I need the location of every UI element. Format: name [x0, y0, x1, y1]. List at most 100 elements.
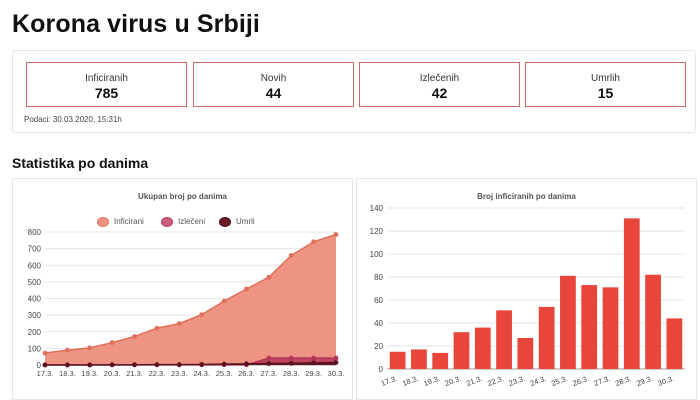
y-tick-label: 600 — [28, 261, 42, 270]
stat-value: 42 — [431, 85, 448, 101]
series-deaths-point — [87, 362, 93, 368]
x-tick-label: 22.3. — [149, 369, 166, 378]
series-deaths-point — [333, 360, 339, 365]
series-infected-point — [132, 334, 137, 339]
series-deaths-point — [221, 361, 227, 367]
legend-label: Umrli — [236, 217, 255, 226]
x-tick-label: 29.3. — [305, 369, 322, 378]
x-tick-label: 28.3. — [614, 374, 633, 388]
cumulative-chart-panel: Ukupan broj po danima Inficirani Izlečen… — [12, 178, 353, 400]
stat-box-new: Novih 44 — [193, 62, 354, 107]
stat-label: Izlečenih — [419, 73, 460, 84]
legend-swatch-recovered — [161, 217, 173, 227]
x-tick-label: 30.3. — [328, 369, 345, 378]
series-infected-area — [45, 234, 336, 365]
series-deaths-point — [176, 362, 182, 368]
series-infected-point — [221, 298, 227, 304]
legend-label: Inficirani — [114, 217, 144, 226]
y-tick-label: 20 — [374, 342, 383, 351]
series-infected-point — [333, 232, 339, 237]
series-infected-point — [87, 345, 93, 351]
series-deaths-point — [64, 362, 70, 368]
daily-chart-panel: Broj inficiranih po danima 0 20 40 60 80 100 1… — [356, 178, 697, 400]
bar — [602, 287, 619, 369]
series-infected-point — [244, 286, 249, 292]
bar — [389, 351, 406, 369]
daily-chart-title: Broj inficiranih po danima — [477, 192, 576, 201]
series-infected-point — [154, 325, 160, 331]
legend-label: Izlečeni — [178, 217, 206, 226]
x-tick-label: 17.3. — [37, 369, 54, 378]
series-deaths-point — [244, 361, 249, 367]
series-deaths-area — [45, 362, 336, 365]
bar — [645, 274, 661, 369]
x-tick-label: 24.3. — [529, 374, 548, 388]
cumulative-area-chart: 0 100 200 300 400 500 600 700 800 17.3. 18.3. 19.3.… — [28, 228, 345, 378]
series-deaths-point — [42, 362, 48, 368]
y-tick-label: 80 — [374, 273, 383, 282]
y-tick-label: 700 — [28, 245, 42, 254]
stat-label: Umrlih — [591, 73, 620, 84]
series-recovered-point — [288, 355, 294, 361]
x-tick-label: 19.3. — [422, 374, 441, 388]
series-deaths-point — [311, 360, 317, 366]
bar — [474, 327, 491, 369]
stats-panel: Inficiranih 785 Novih 44 Izlečenih 42 Um… — [12, 50, 696, 133]
series-deaths-point — [154, 362, 160, 368]
stat-box-infected: Inficiranih 785 — [26, 62, 187, 107]
section-title: Statistika po danima — [12, 155, 149, 171]
series-infected-point — [266, 274, 272, 280]
bar — [496, 310, 512, 369]
y-tick-label: 120 — [370, 227, 384, 236]
y-tick-label: 100 — [28, 344, 42, 353]
legend-swatch-deaths — [219, 217, 231, 227]
y-tick-label: 200 — [28, 328, 42, 337]
y-tick-label: 800 — [28, 228, 42, 237]
bar — [411, 349, 427, 369]
x-tick-label: 26.3. — [238, 369, 255, 378]
bar — [560, 275, 576, 369]
legend-swatch-infected — [97, 217, 109, 227]
x-tick-label: 24.3. — [193, 369, 210, 378]
series-infected-point — [109, 340, 115, 345]
stat-box-deaths: Umrlih 15 — [525, 62, 686, 107]
x-tick-label: 23.3. — [508, 374, 527, 388]
x-tick-label: 27.3. — [593, 374, 612, 388]
x-tick-label: 19.3. — [81, 369, 98, 378]
series-deaths-line — [45, 361, 337, 366]
x-tick-label: 21.3. — [126, 369, 143, 378]
y-tick-label: 60 — [374, 296, 383, 305]
bar — [432, 352, 449, 369]
series-infected-point — [64, 347, 70, 353]
daily-bar-chart: 0 20 40 60 80 100 120 140 17.3. 18.3. 19.3. 20.3. 21… — [370, 204, 685, 388]
cumulative-chart-title: Ukupan broj po danima — [138, 192, 227, 201]
x-tick-label: 18.3. — [401, 374, 420, 388]
y-tick-label: 400 — [28, 295, 42, 304]
x-tick-label: 21.3. — [465, 374, 484, 388]
series-deaths-point — [109, 362, 115, 368]
series-infected-point — [176, 321, 182, 327]
stat-box-recovered: Izlečenih 42 — [359, 62, 520, 107]
series-infected-line — [44, 233, 337, 354]
series-recovered-point — [333, 355, 339, 361]
y-tick-label: 0 — [379, 365, 384, 374]
updated-timestamp: Podaci: 30.03.2020, 15:31h — [24, 115, 122, 124]
stat-label: Novih — [260, 73, 287, 84]
series-deaths-point — [266, 361, 272, 366]
y-tick-label: 300 — [28, 311, 42, 320]
x-tick-label: 25.3. — [550, 374, 569, 388]
bar — [538, 306, 555, 369]
series-recovered-point — [311, 355, 317, 361]
x-tick-label: 29.3. — [635, 374, 654, 388]
series-recovered-point — [266, 355, 272, 361]
stat-value: 44 — [265, 85, 282, 101]
series-infected-point — [288, 253, 294, 258]
y-tick-label: 100 — [370, 250, 384, 259]
y-tick-label: 500 — [28, 278, 42, 287]
series-deaths-point — [199, 362, 205, 367]
series-deaths-point — [288, 360, 294, 366]
series-infected-point — [311, 239, 317, 245]
bar — [453, 332, 470, 369]
x-tick-label: 23.3. — [171, 369, 188, 378]
page-title: Korona virus u Srbiji — [12, 10, 260, 38]
